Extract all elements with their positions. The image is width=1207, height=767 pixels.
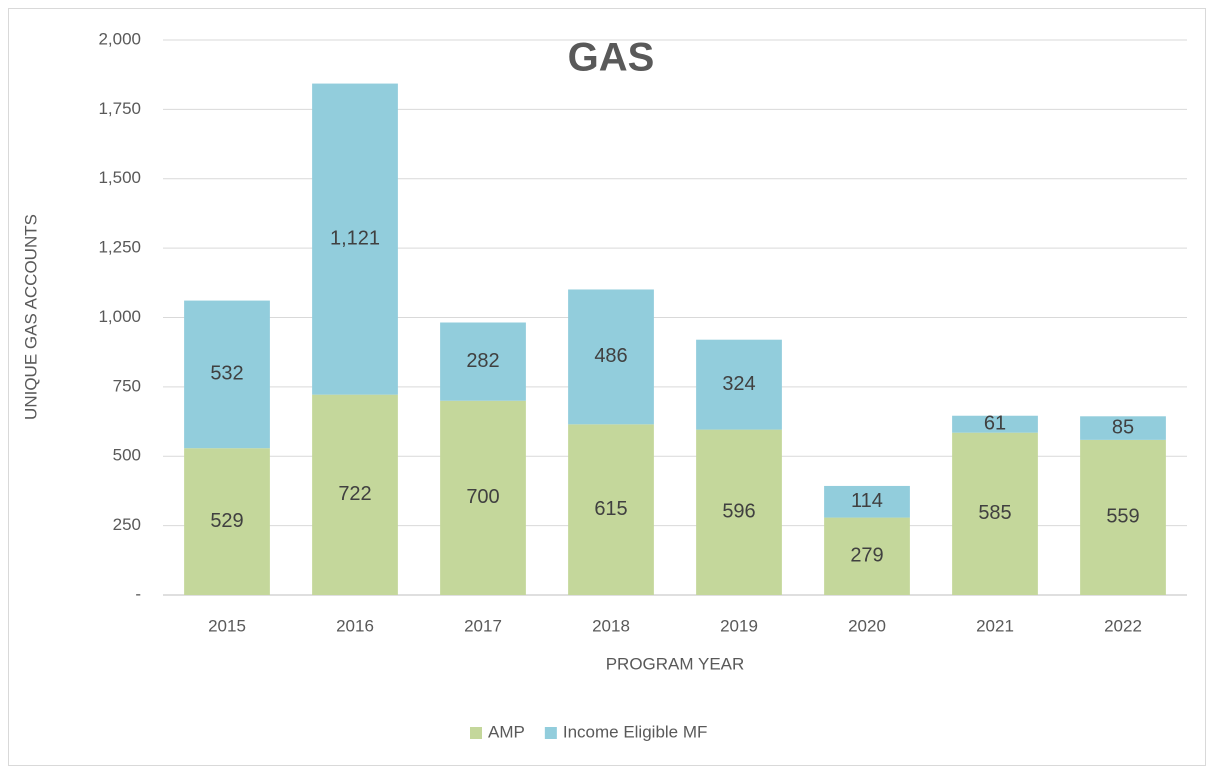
x-tick-label: 2022 xyxy=(1104,616,1142,635)
legend-label: Income Eligible MF xyxy=(563,722,708,741)
bar-segment xyxy=(440,400,526,595)
bar-segment xyxy=(312,83,398,395)
y-tick-label: 500 xyxy=(113,446,141,465)
y-tick-label: - xyxy=(135,584,141,603)
bar-segment xyxy=(1080,416,1166,440)
x-tick-label: 2020 xyxy=(848,616,886,635)
bar-segment xyxy=(696,339,782,430)
y-tick-label: 250 xyxy=(113,515,141,534)
bar-segment xyxy=(184,448,270,595)
data-label: 114 xyxy=(851,490,883,512)
data-label: 486 xyxy=(594,345,627,367)
y-tick-label: 1,250 xyxy=(98,238,141,257)
data-label: 1,121 xyxy=(330,227,380,249)
data-label: 61 xyxy=(984,412,1006,434)
y-tick-label: 1,750 xyxy=(98,99,141,118)
x-axis-label: PROGRAM YEAR xyxy=(606,654,745,673)
x-tick-label: 2021 xyxy=(976,616,1014,635)
bar-segment xyxy=(952,432,1038,595)
x-tick-label: 2015 xyxy=(208,616,246,635)
data-label: 585 xyxy=(978,502,1011,524)
bar-segment xyxy=(952,415,1038,433)
data-label: 85 xyxy=(1112,416,1134,438)
x-tick-label: 2017 xyxy=(464,616,502,635)
y-axis-label: UNIQUE GAS ACCOUNTS xyxy=(21,214,40,420)
chart-title: GAS xyxy=(568,36,655,80)
bar-segment xyxy=(568,289,654,425)
y-tick-label: 1,000 xyxy=(98,307,141,326)
data-label: 324 xyxy=(722,373,755,395)
bar-segment xyxy=(312,394,398,595)
data-label: 529 xyxy=(210,510,243,532)
bar-segment xyxy=(824,517,910,595)
bar-segment xyxy=(696,429,782,595)
bar-segment xyxy=(1080,439,1166,595)
data-label: 559 xyxy=(1106,506,1139,528)
y-tick-label: 1,500 xyxy=(98,168,141,187)
data-label: 282 xyxy=(466,350,499,372)
legend-swatch xyxy=(544,727,557,739)
data-label: 722 xyxy=(338,483,371,505)
x-tick-label: 2018 xyxy=(592,616,630,635)
bar-segment xyxy=(440,322,526,401)
data-label: 279 xyxy=(850,545,883,567)
x-tick-label: 2016 xyxy=(336,616,374,635)
bar-segment xyxy=(184,300,270,449)
bar-segment xyxy=(824,485,910,518)
legend-label: AMP xyxy=(488,722,525,741)
data-label: 596 xyxy=(722,501,755,523)
x-tick-label: 2019 xyxy=(720,616,758,635)
bar-segment xyxy=(568,424,654,595)
data-label: 532 xyxy=(210,363,243,385)
data-label: 615 xyxy=(594,498,627,520)
y-tick-label: 750 xyxy=(113,376,141,395)
y-tick-label: 2,000 xyxy=(98,29,141,48)
data-label: 700 xyxy=(466,486,499,508)
legend-swatch xyxy=(470,727,482,739)
